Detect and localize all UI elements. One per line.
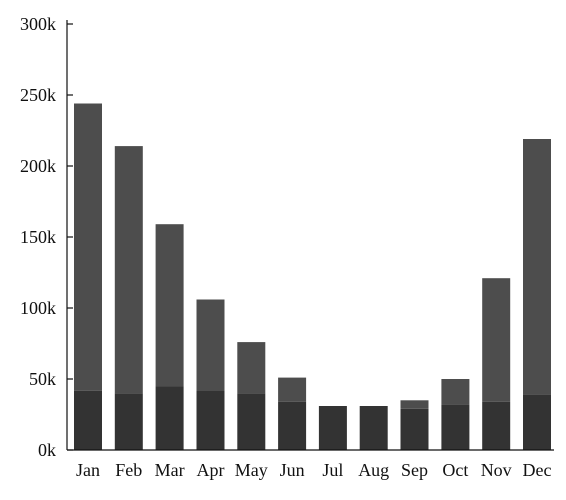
- x-tick-label: Jan: [76, 460, 100, 480]
- y-tick-label: 0k: [38, 440, 56, 460]
- y-tick-label: 150k: [20, 227, 56, 247]
- x-tick-label: Oct: [442, 460, 468, 480]
- bar-nov-segment-1: [482, 401, 511, 450]
- y-tick-label: 100k: [20, 298, 56, 318]
- x-tick-label: Dec: [523, 460, 552, 480]
- x-tick-label: Feb: [115, 460, 142, 480]
- y-tick-label: 250k: [20, 85, 56, 105]
- bar-jan-segment-1: [74, 390, 102, 450]
- bar-mar-segment-1: [155, 386, 184, 450]
- bar-dec-segment-2: [523, 139, 551, 395]
- y-tick-label: 50k: [29, 369, 56, 389]
- bar-jun-segment-2: [278, 377, 307, 402]
- x-tick-label: Mar: [155, 460, 185, 480]
- bar-feb-segment-2: [114, 146, 143, 394]
- bar-oct-segment-1: [441, 404, 470, 450]
- bar-oct-segment-2: [441, 379, 470, 405]
- x-tick-label: Nov: [481, 460, 512, 480]
- bar-jun-segment-1: [278, 401, 307, 450]
- bar-may-segment-1: [237, 393, 266, 450]
- bar-feb-segment-1: [114, 393, 143, 450]
- bar-aug-segment-1: [359, 406, 388, 450]
- bar-mar-segment-2: [155, 224, 184, 387]
- x-tick-label: Sep: [401, 460, 428, 480]
- y-tick-label: 200k: [20, 156, 56, 176]
- x-tick-label: Jul: [322, 460, 343, 480]
- x-tick-label: Jun: [280, 460, 305, 480]
- x-tick-label: Apr: [197, 460, 225, 480]
- axes: [66, 20, 554, 451]
- bar-may-segment-2: [237, 342, 266, 394]
- x-tick-label: May: [235, 460, 268, 480]
- x-axis-ticks: Jan Feb Mar Apr May Jun Jul Aug Sep Oct Nov Dec: [76, 460, 551, 480]
- bar-jul-segment-1: [318, 406, 347, 450]
- bar-sep-segment-1: [400, 408, 429, 450]
- bar-jan-segment-2: [74, 103, 102, 391]
- bar-apr-segment-2: [196, 299, 225, 391]
- bar-sep-segment-2: [400, 400, 429, 409]
- bar-nov-segment-2: [482, 278, 511, 402]
- bar-dec-segment-1: [523, 394, 551, 450]
- bar-apr-segment-1: [196, 390, 225, 450]
- y-tick-label: 300k: [20, 14, 56, 34]
- bar-area: [74, 103, 551, 450]
- y-axis-ticks: 0k 50k 100k 150k 200k 250k 300k: [20, 14, 73, 460]
- x-tick-label: Aug: [358, 460, 389, 480]
